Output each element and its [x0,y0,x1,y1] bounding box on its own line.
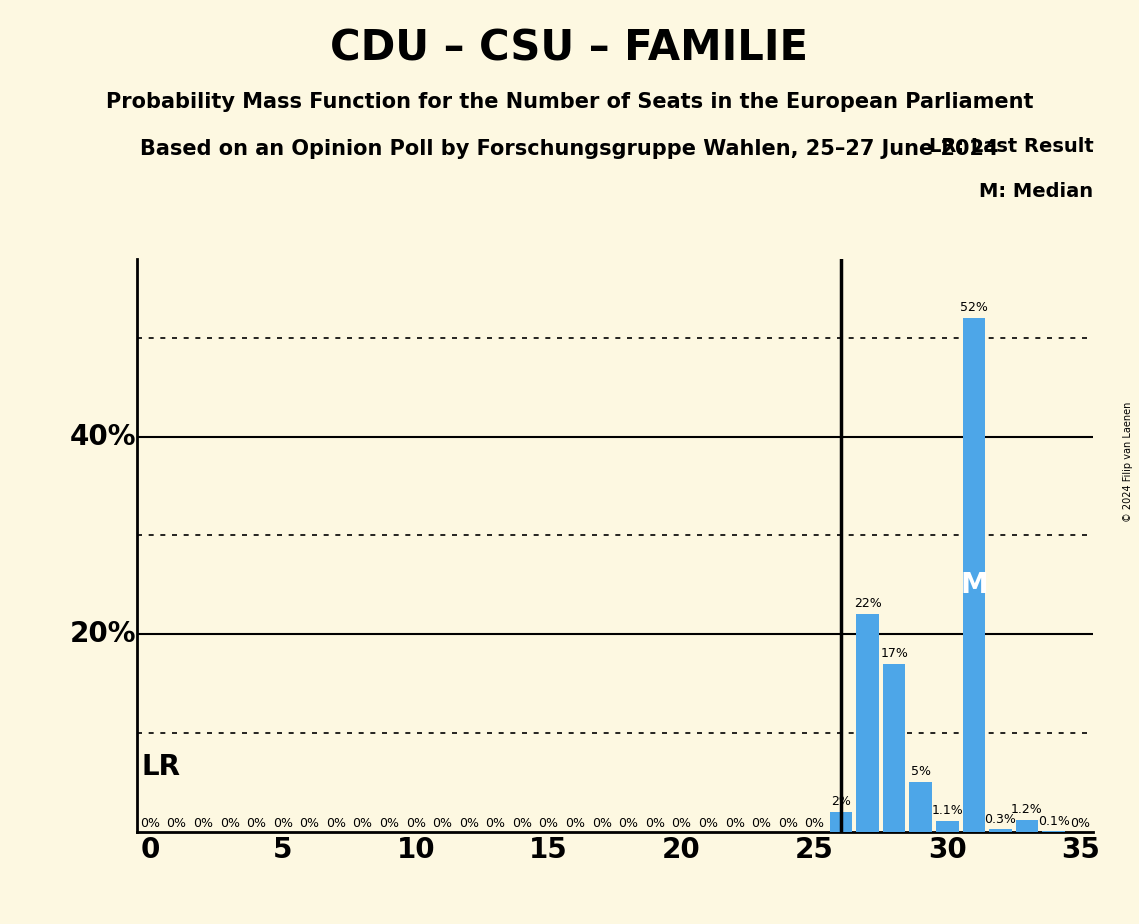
Text: 0%: 0% [379,817,399,830]
Text: 0%: 0% [140,817,159,830]
Text: 0%: 0% [194,817,213,830]
Text: 0%: 0% [513,817,532,830]
Text: 40%: 40% [71,422,137,451]
Text: 0%: 0% [752,817,771,830]
Text: 0%: 0% [698,817,718,830]
Text: 0%: 0% [724,817,745,830]
Text: LR: LR [142,753,181,782]
Text: 0%: 0% [645,817,665,830]
Bar [1016,820,1039,832]
Bar [989,829,1011,832]
Text: 0%: 0% [433,817,452,830]
Text: 2%: 2% [831,795,851,808]
Text: 0%: 0% [405,817,426,830]
Bar [962,318,985,832]
Text: 0%: 0% [672,817,691,830]
Text: 0%: 0% [565,817,585,830]
Text: 20%: 20% [71,620,137,648]
Text: Based on an Opinion Poll by Forschungsgruppe Wahlen, 25–27 June 2024: Based on an Opinion Poll by Forschungsgr… [140,139,999,159]
Text: LR: Last Result: LR: Last Result [928,137,1093,155]
Bar [857,614,879,832]
Text: 0%: 0% [618,817,638,830]
Bar [1042,831,1065,832]
Text: 0%: 0% [539,817,558,830]
Bar [909,783,932,832]
Text: 0%: 0% [166,817,187,830]
Bar [829,812,852,832]
Text: 0%: 0% [246,817,267,830]
Bar [883,663,906,832]
Text: M: Median: M: Median [980,182,1093,201]
Text: 0%: 0% [1071,817,1090,830]
Text: 0%: 0% [592,817,612,830]
Text: 0%: 0% [300,817,319,830]
Text: Probability Mass Function for the Number of Seats in the European Parliament: Probability Mass Function for the Number… [106,92,1033,113]
Text: 22%: 22% [853,597,882,611]
Text: 0%: 0% [804,817,825,830]
Bar [936,821,959,832]
Text: 5%: 5% [911,765,931,778]
Text: 0%: 0% [220,817,239,830]
Text: 0%: 0% [326,817,346,830]
Text: M: M [960,571,988,599]
Text: 1.1%: 1.1% [932,804,964,817]
Text: © 2024 Filip van Laenen: © 2024 Filip van Laenen [1123,402,1133,522]
Text: 0%: 0% [353,817,372,830]
Text: 0%: 0% [459,817,478,830]
Text: 0%: 0% [778,817,797,830]
Text: 1.2%: 1.2% [1011,803,1043,816]
Text: 0%: 0% [485,817,506,830]
Text: CDU – CSU – FAMILIE: CDU – CSU – FAMILIE [330,28,809,69]
Text: 0%: 0% [273,817,293,830]
Text: 52%: 52% [960,301,988,314]
Text: 0.1%: 0.1% [1038,815,1070,828]
Text: 0.3%: 0.3% [984,813,1016,826]
Text: 17%: 17% [880,647,908,660]
